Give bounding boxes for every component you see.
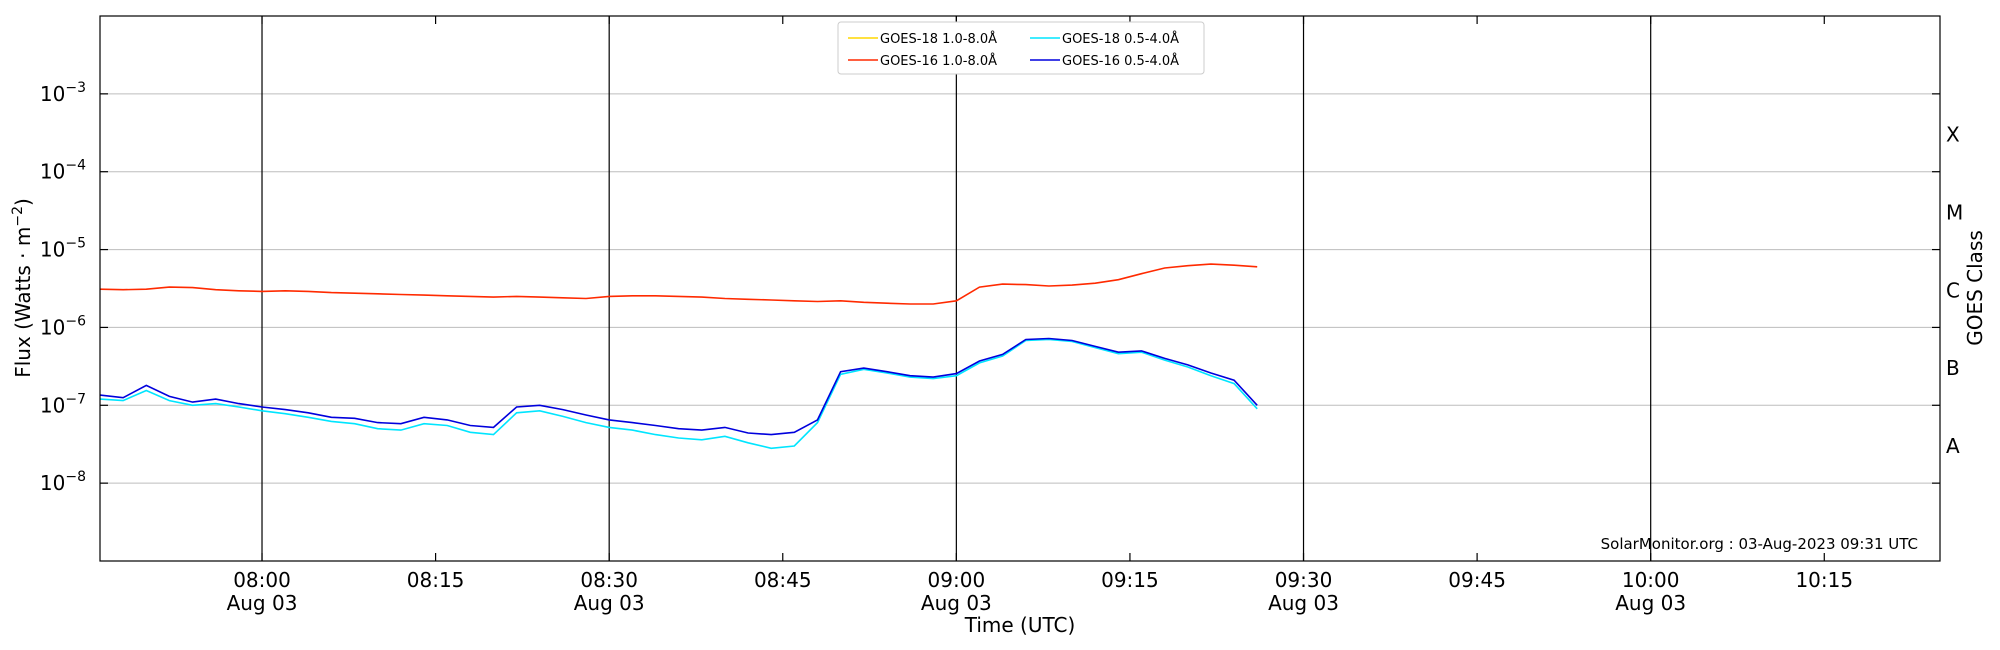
y-tick-label: 10−5 bbox=[40, 236, 86, 262]
legend-label: GOES-16 1.0-8.0Å bbox=[880, 53, 997, 69]
plot-frame bbox=[99, 15, 1941, 562]
goes-class-label: X bbox=[1946, 123, 1960, 147]
x-tick-label: 09:00 bbox=[928, 568, 986, 592]
goes-class-label: M bbox=[1946, 200, 1963, 224]
goes-class-label: A bbox=[1946, 434, 1960, 458]
x-tick-label: 08:45 bbox=[754, 568, 812, 592]
legend-label: GOES-18 1.0-8.0Å bbox=[880, 31, 997, 47]
x-tick-label: 08:00 bbox=[233, 568, 291, 592]
x-tick-label: 10:15 bbox=[1795, 568, 1853, 592]
x-tick-label: 09:30 bbox=[1275, 568, 1333, 592]
source-annotation: SolarMonitor.org : 03-Aug-2023 09:31 UTC bbox=[1601, 535, 1918, 553]
time-vertical-lines bbox=[261, 16, 1652, 561]
series-lines bbox=[99, 263, 1258, 450]
x-tick-date-label: Aug 03 bbox=[1615, 591, 1686, 615]
legend: GOES-18 1.0-8.0Å GOES-16 1.0-8.0Å GOES-18 … bbox=[837, 21, 1205, 75]
y-tick-label: 10−7 bbox=[40, 391, 86, 417]
x-tick-date-label: Aug 03 bbox=[921, 591, 992, 615]
x-tick-label: 09:45 bbox=[1448, 568, 1506, 592]
series-line bbox=[99, 338, 1258, 450]
goes-class-label: B bbox=[1946, 356, 1960, 380]
legend-label: GOES-16 0.5-4.0Å bbox=[1062, 53, 1179, 69]
goes-class-labels: X M C B A bbox=[1946, 123, 1963, 458]
x-tick-label: 10:00 bbox=[1622, 568, 1680, 592]
y-axis-ticks: 10−3 10−4 10−5 10−6 10−7 10−8 bbox=[40, 80, 1940, 495]
x-tick-label: 08:15 bbox=[407, 568, 465, 592]
x-tick-label: 09:15 bbox=[1101, 568, 1159, 592]
series-line bbox=[99, 337, 1258, 436]
y-axis-title: Flux (Watts · m−2) bbox=[10, 198, 35, 378]
series-line bbox=[99, 263, 1258, 305]
x-tick-label: 08:30 bbox=[580, 568, 638, 592]
x-tick-date-label: Aug 03 bbox=[1268, 591, 1339, 615]
grid bbox=[100, 93, 1940, 484]
y-tick-label: 10−6 bbox=[40, 313, 86, 339]
x-tick-date-label: Aug 03 bbox=[574, 591, 645, 615]
legend-label: GOES-18 0.5-4.0Å bbox=[1062, 31, 1179, 47]
y-tick-label: 10−8 bbox=[40, 469, 86, 495]
y2-axis-title: GOES Class bbox=[1963, 230, 1987, 346]
y-tick-label: 10−3 bbox=[40, 80, 86, 106]
x-axis-title: Time (UTC) bbox=[964, 613, 1076, 637]
y-tick-label: 10−4 bbox=[40, 158, 86, 184]
legend-box bbox=[837, 21, 1205, 75]
x-tick-date-label: Aug 03 bbox=[227, 591, 298, 615]
goes-class-label: C bbox=[1946, 278, 1960, 302]
